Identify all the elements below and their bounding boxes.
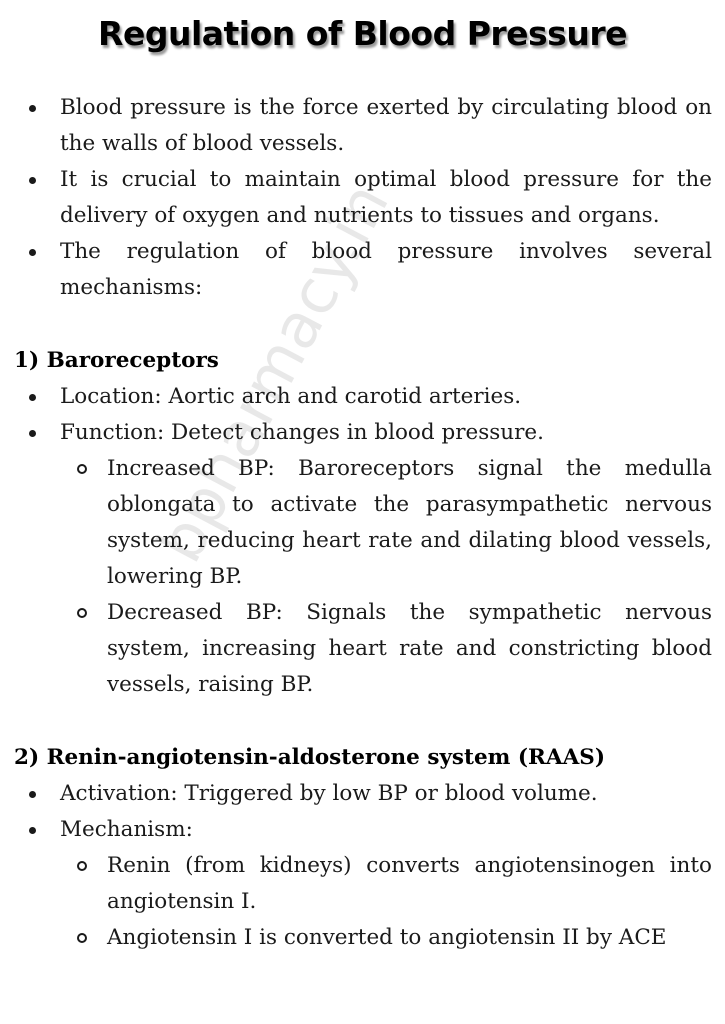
sub-list-item: Decreased BP: Signals the sympathetic ne…: [77, 595, 712, 703]
list-item: Blood pressure is the force exerted by c…: [29, 90, 712, 162]
sub-list: Increased BP: Baroreceptors signal the m…: [47, 451, 712, 703]
list-item: Mechanism:: [29, 812, 712, 848]
section-heading-baroreceptors: 1) Baroreceptors: [14, 348, 219, 373]
sub-list-item: Renin (from kidneys) converts angiotensi…: [77, 848, 712, 920]
list-item: Activation: Triggered by low BP or blood…: [29, 776, 712, 812]
section-heading-raas: 2) Renin-angiotensin-aldosterone system …: [14, 745, 605, 770]
nested-list-container: Increased BP: Baroreceptors signal the m…: [60, 451, 712, 703]
list-item: Function: Detect changes in blood pressu…: [29, 415, 712, 451]
sub-list-item: Increased BP: Baroreceptors signal the m…: [77, 451, 712, 595]
raas-list: Activation: Triggered by low BP or blood…: [0, 776, 725, 956]
page-title: Regulation of Blood Pressure: [98, 14, 627, 53]
list-item: The regulation of blood pressure involve…: [29, 234, 712, 306]
sub-list: Renin (from kidneys) converts angiotensi…: [47, 848, 712, 956]
list-item: Location: Aortic arch and carotid arteri…: [29, 379, 712, 415]
baroreceptors-list: Location: Aortic arch and carotid arteri…: [0, 379, 725, 703]
nested-list-container: Renin (from kidneys) converts angiotensi…: [60, 848, 712, 956]
document-body: Blood pressure is the force exerted by c…: [0, 90, 725, 956]
intro-list: Blood pressure is the force exerted by c…: [0, 90, 725, 306]
list-item: It is crucial to maintain optimal blood …: [29, 162, 712, 234]
sub-list-item: Angiotensin I is converted to angiotensi…: [77, 920, 712, 956]
